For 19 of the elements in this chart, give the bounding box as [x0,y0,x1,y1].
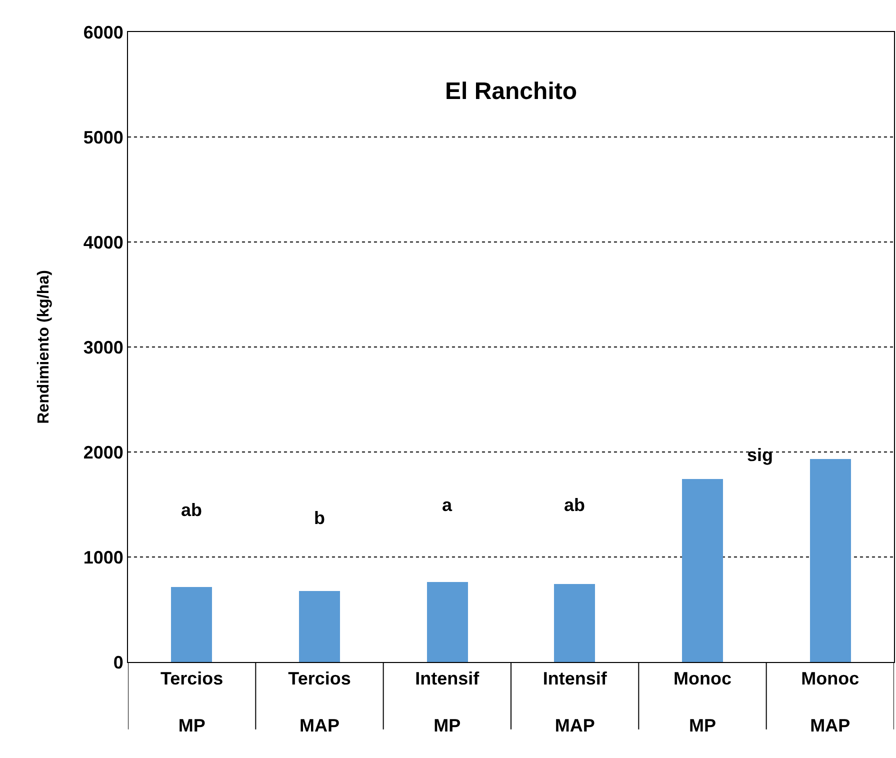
y-tick-label: 2000 [83,442,124,462]
text: El Ranchito [445,78,578,105]
category-label: Monoc MAP [801,668,860,736]
y-tick-label: 4000 [83,232,124,252]
category-label: Tercios MP [160,668,224,736]
annotation: ab [564,495,586,515]
category-label: Monoc MP [674,668,732,736]
annotation: ab [181,500,202,520]
y-tick-label: 5000 [83,127,124,148]
annotation: b [314,508,325,528]
y-tick-label: 6000 [83,22,124,42]
y-tick-label: 0 [113,652,124,672]
category-label: Intensif MP [415,668,480,736]
category-label: Intensif MAP [542,668,607,736]
y-axis-title: Rendimiento (kg/ha) [35,270,52,424]
category-label: Tercios MAP [288,668,351,736]
annotation: a [442,495,453,515]
y-tick-label: 1000 [83,547,124,568]
y-tick-label: 3000 [83,337,124,358]
